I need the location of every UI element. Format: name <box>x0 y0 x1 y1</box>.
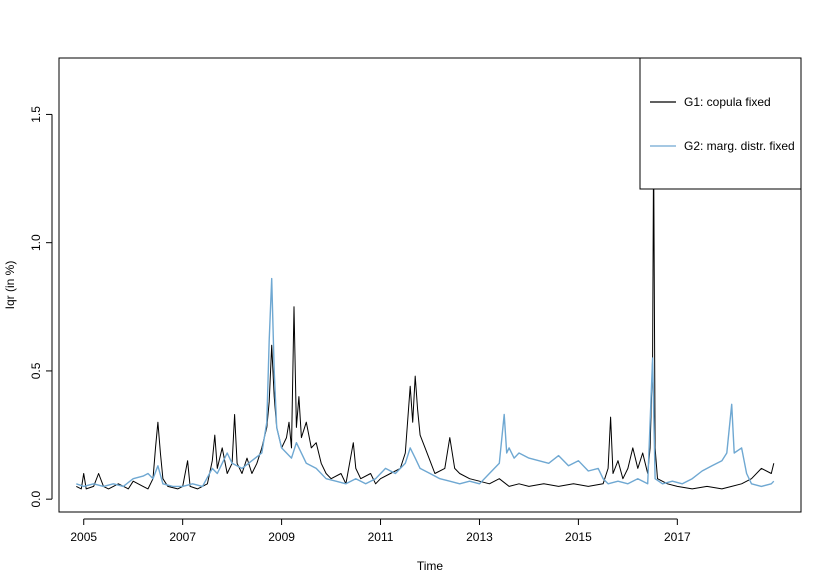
y-axis-label: Iqr (in %) <box>3 261 17 310</box>
legend-box <box>639 57 802 190</box>
x-tick-label: 2011 <box>368 530 394 544</box>
y-tick-label: 1.5 <box>29 106 43 123</box>
plot-frame <box>58 57 802 513</box>
y-tick-label: 0.0 <box>29 491 43 508</box>
y-tick-label: 0.5 <box>29 362 43 379</box>
x-axis-label: Time <box>417 559 444 573</box>
x-tick-label: 2009 <box>268 530 295 544</box>
y-tick-label: 1.0 <box>29 234 43 251</box>
x-tick-label: 2007 <box>169 530 196 544</box>
x-tick-label: 2005 <box>70 530 97 544</box>
series-line-2 <box>76 277 775 488</box>
x-tick-label: 2017 <box>664 530 691 544</box>
legend: G1: copula fixed G2: marg. distr. fixed <box>639 57 802 190</box>
x-tick-label: 2013 <box>466 530 493 544</box>
legend-label-g1: G1: copula fixed <box>684 95 771 109</box>
x-tick-label: 2015 <box>565 530 592 544</box>
x-axis: 2005 2007 2009 2011 2013 2015 2017 <box>70 518 691 544</box>
y-axis: 0.0 0.5 1.0 1.5 <box>29 106 53 508</box>
series-line-1 <box>76 144 775 490</box>
legend-label-g2: G2: marg. distr. fixed <box>684 139 795 153</box>
series-layer <box>76 144 775 490</box>
